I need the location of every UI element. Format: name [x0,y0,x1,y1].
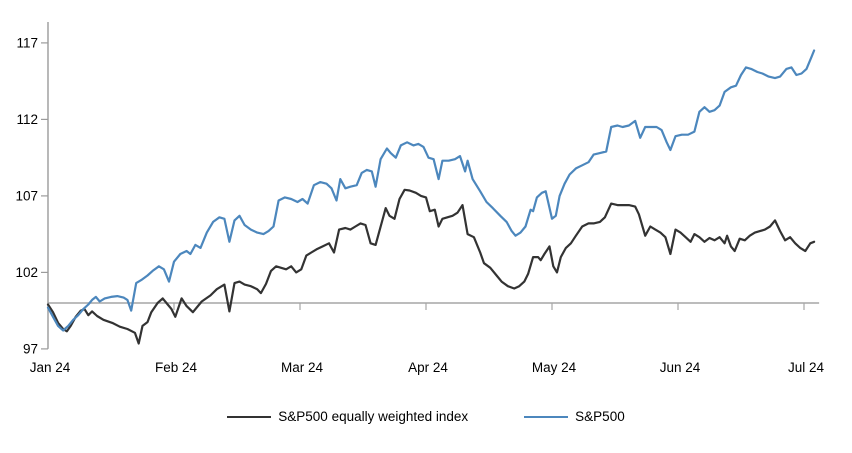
legend-label-equal-weight: S&P500 equally weighted index [278,409,469,424]
x-baseline-100 [48,302,820,310]
equal-weight-line-swatch [227,415,272,418]
y-tick-label: 112 [16,112,38,127]
legend-item-sp500: S&P500 [524,409,625,424]
x-tick-label: Jul 24 [788,360,825,375]
x-tick-label: Jan 24 [30,360,71,375]
y-tick-label: 107 [15,188,38,203]
x-tick-label: Apr 24 [408,360,448,375]
data-series-lines [46,49,816,345]
y-tick-label: 102 [15,265,38,280]
y-tick-label: 97 [23,341,38,356]
legend-label-sp500: S&P500 [575,409,625,424]
y-axis [41,22,49,350]
x-tick-label: May 24 [532,360,577,375]
sp500-line-swatch [524,415,569,418]
x-tick-label: Feb 24 [155,360,198,375]
legend-item-equal-weight: S&P500 equally weighted index [227,409,468,424]
equal-weight-index-line [46,188,816,345]
x-tick-label: Mar 24 [281,360,324,375]
x-tick-label: Jun 24 [660,360,701,375]
y-tick-label: 117 [16,35,38,50]
sp500-line [46,49,816,332]
x-axis-tick-labels: Jan 24 Feb 24 Mar 24 Apr 24 May 24 Jun 24 Jul … [30,360,825,375]
chart-legend: S&P500 equally weighted index S&P500 [0,409,852,424]
y-axis-tick-labels: 97 102 107 112 117 [15,35,38,356]
